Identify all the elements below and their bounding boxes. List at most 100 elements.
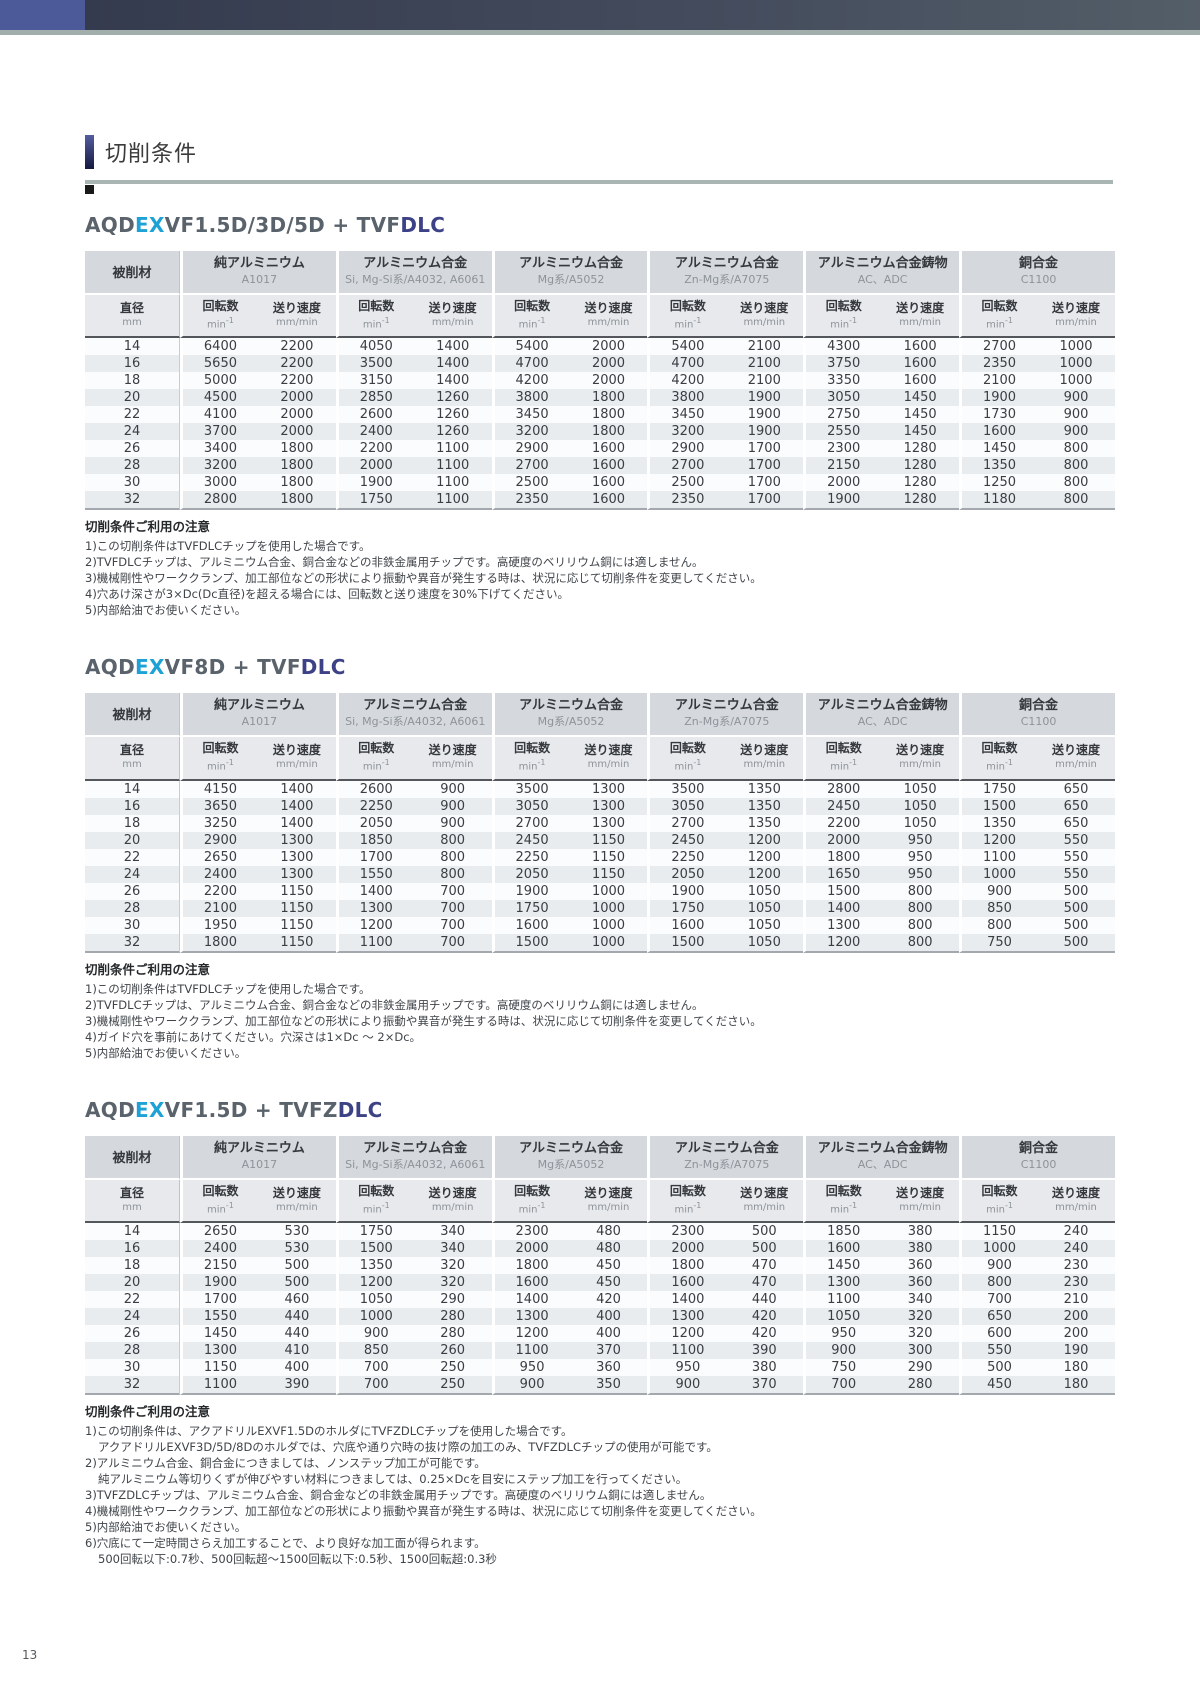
diameter-cell: 14 xyxy=(85,1222,180,1240)
value-cell: 280 xyxy=(413,1307,492,1325)
value-cell: 1850 xyxy=(335,831,414,849)
note-line: アクアドリルEXVF3D/5D/8Dのホルダでは、穴底や通り穴時の抜け際の加工の… xyxy=(98,1439,718,1454)
value-cell: 450 xyxy=(569,1273,648,1291)
feed-header: 送り速度 mm/min xyxy=(413,1179,492,1223)
speed-label: 回転数 xyxy=(202,741,239,756)
value-cell: 2750 xyxy=(803,406,882,424)
material-group-grade: Zn-Mg系/A7075 xyxy=(684,273,770,286)
table-row: 32 1800 1150 1100 700 1500 1000 1500 1050 1200 800… xyxy=(85,933,1115,953)
speed-unit: min-1 xyxy=(362,758,390,773)
value-cell: 2600 xyxy=(335,406,414,424)
cutting-conditions-table: 被削材 純アルミニウム A1017 アルミニウム合金 Si, Mg-Si系/A4032,… xyxy=(85,693,1115,953)
value-cell: 2200 xyxy=(180,882,258,900)
value-cell: 1450 xyxy=(180,1324,258,1342)
value-cell: 700 xyxy=(335,1375,414,1395)
value-cell: 1900 xyxy=(647,882,726,900)
value-cell: 2400 xyxy=(335,423,414,441)
diameter-cell: 20 xyxy=(85,831,180,849)
value-cell: 1260 xyxy=(413,423,492,441)
material-group-grade: Mg系/A5052 xyxy=(537,715,605,729)
feed-label: 送り速度 xyxy=(740,743,789,758)
speed-label: 回転数 xyxy=(358,1183,395,1198)
value-cell: 500 xyxy=(257,1256,336,1274)
speed-header: 回転数 min-1 xyxy=(803,295,882,339)
value-cell: 460 xyxy=(257,1290,336,1308)
value-cell: 410 xyxy=(257,1341,336,1359)
speed-header: 回転数 min-1 xyxy=(803,1179,882,1223)
value-cell: 3500 xyxy=(335,355,414,373)
header-accent-block xyxy=(0,0,85,30)
value-cell: 850 xyxy=(959,899,1037,917)
value-cell: 1600 xyxy=(569,474,648,492)
section-title-part: DLC xyxy=(300,655,346,680)
value-cell: 4100 xyxy=(180,406,258,424)
feed-label: 送り速度 xyxy=(272,301,321,316)
value-cell: 1200 xyxy=(491,1324,570,1342)
value-cell: 3000 xyxy=(180,474,258,492)
value-cell: 1500 xyxy=(803,882,882,900)
speed-unit: min-1 xyxy=(674,316,702,331)
feed-unit: mm/min xyxy=(431,1201,474,1213)
value-cell: 1000 xyxy=(959,1239,1037,1257)
speed-unit: min-1 xyxy=(362,1200,390,1215)
value-cell: 800 xyxy=(881,899,960,917)
material-group-grade: Zn-Mg系/A7075 xyxy=(684,1157,770,1171)
value-cell: 360 xyxy=(881,1273,960,1291)
value-cell: 320 xyxy=(413,1273,492,1291)
speed-label: 回転数 xyxy=(202,299,239,313)
cutting-conditions-table: 被削材 純アルミニウム A1017 アルミニウム合金 Si, Mg-Si系/A4032,… xyxy=(85,251,1115,511)
section-title-part: AQD xyxy=(85,1097,135,1122)
material-group-name: 純アルミニウム xyxy=(213,698,305,714)
note-line: 4)ガイド穴を事前にあけてください。穴深さは1×Dc ～ 2×Dc。 xyxy=(85,1029,422,1044)
speed-label: 回転数 xyxy=(514,1183,551,1198)
table-header-row: 被削材 純アルミニウム A1017 アルミニウム合金 Si, Mg-Si系/A4032,… xyxy=(85,693,1115,738)
feed-unit: mm/min xyxy=(431,759,474,771)
value-cell: 2000 xyxy=(569,355,648,373)
value-cell: 500 xyxy=(959,1358,1037,1376)
note-line: 5)内部給油でお使いください。 xyxy=(85,1519,247,1534)
value-cell: 1050 xyxy=(881,780,960,798)
value-cell: 420 xyxy=(725,1324,804,1342)
material-group-header: アルミニウム合金 Mg系/A5052 xyxy=(491,251,648,295)
table-row: 28 1300 410 850 260 1100 370 1100 390 900 300 550 19… xyxy=(85,1341,1115,1359)
feed-label: 送り速度 xyxy=(584,743,633,758)
material-group-header: アルミニウム合金鋳物 AC、ADC xyxy=(803,1135,960,1180)
value-cell: 2000 xyxy=(569,372,648,390)
value-cell: 240 xyxy=(1036,1239,1115,1257)
value-cell: 1600 xyxy=(881,338,960,356)
section-title-part: EX xyxy=(134,1097,165,1122)
value-cell: 1200 xyxy=(647,1324,726,1342)
value-cell: 1800 xyxy=(491,1256,570,1274)
feed-unit: mm/min xyxy=(276,1201,318,1213)
value-cell: 1700 xyxy=(180,1290,258,1308)
value-cell: 400 xyxy=(569,1324,648,1342)
value-cell: 800 xyxy=(1036,457,1115,475)
value-cell: 900 xyxy=(803,1341,882,1359)
speed-header: 回転数 min-1 xyxy=(491,295,570,339)
value-cell: 700 xyxy=(413,882,492,900)
speed-label: 回転数 xyxy=(825,1183,862,1198)
value-cell: 3050 xyxy=(803,389,882,407)
table-row: 26 2200 1150 1400 700 1900 1000 1900 1050 1500 800… xyxy=(85,882,1115,900)
value-cell: 1900 xyxy=(180,1273,258,1291)
value-cell: 280 xyxy=(881,1375,960,1395)
table-subheader-row: 直径 mm 回転数 min-1 送り速度 mm/min 回転数 min-1 送り速度 mm/min… xyxy=(85,737,1115,781)
diameter-header: 直径 mm xyxy=(85,295,180,339)
speed-header: 回転数 min-1 xyxy=(959,1179,1037,1223)
value-cell: 2200 xyxy=(335,440,414,458)
value-cell: 360 xyxy=(569,1358,648,1376)
material-group-header: 銅合金 C1100 xyxy=(959,693,1115,738)
value-cell: 1500 xyxy=(335,1239,414,1257)
note-line: 純アルミニウム等切りくずが伸びやすい材料につきましては、0.25×Dcを目安にス… xyxy=(98,1471,688,1486)
value-cell: 1200 xyxy=(725,831,804,849)
table-subheader-row: 直径 mm 回転数 min-1 送り速度 mm/min 回転数 min-1 送り速度 mm/min… xyxy=(85,295,1115,339)
table-row: 14 4150 1400 2600 900 3500 1300 3500 1350 2800 105… xyxy=(85,780,1115,798)
value-cell: 800 xyxy=(959,1273,1037,1291)
value-cell: 2200 xyxy=(257,355,336,373)
value-cell: 900 xyxy=(959,882,1037,900)
value-cell: 2000 xyxy=(491,1239,570,1257)
diameter-unit: mm xyxy=(122,1201,142,1213)
value-cell: 1200 xyxy=(725,848,804,866)
value-cell: 550 xyxy=(959,1341,1037,1359)
table-row: 26 1450 440 900 280 1200 400 1200 420 950 320 600 20… xyxy=(85,1324,1115,1342)
